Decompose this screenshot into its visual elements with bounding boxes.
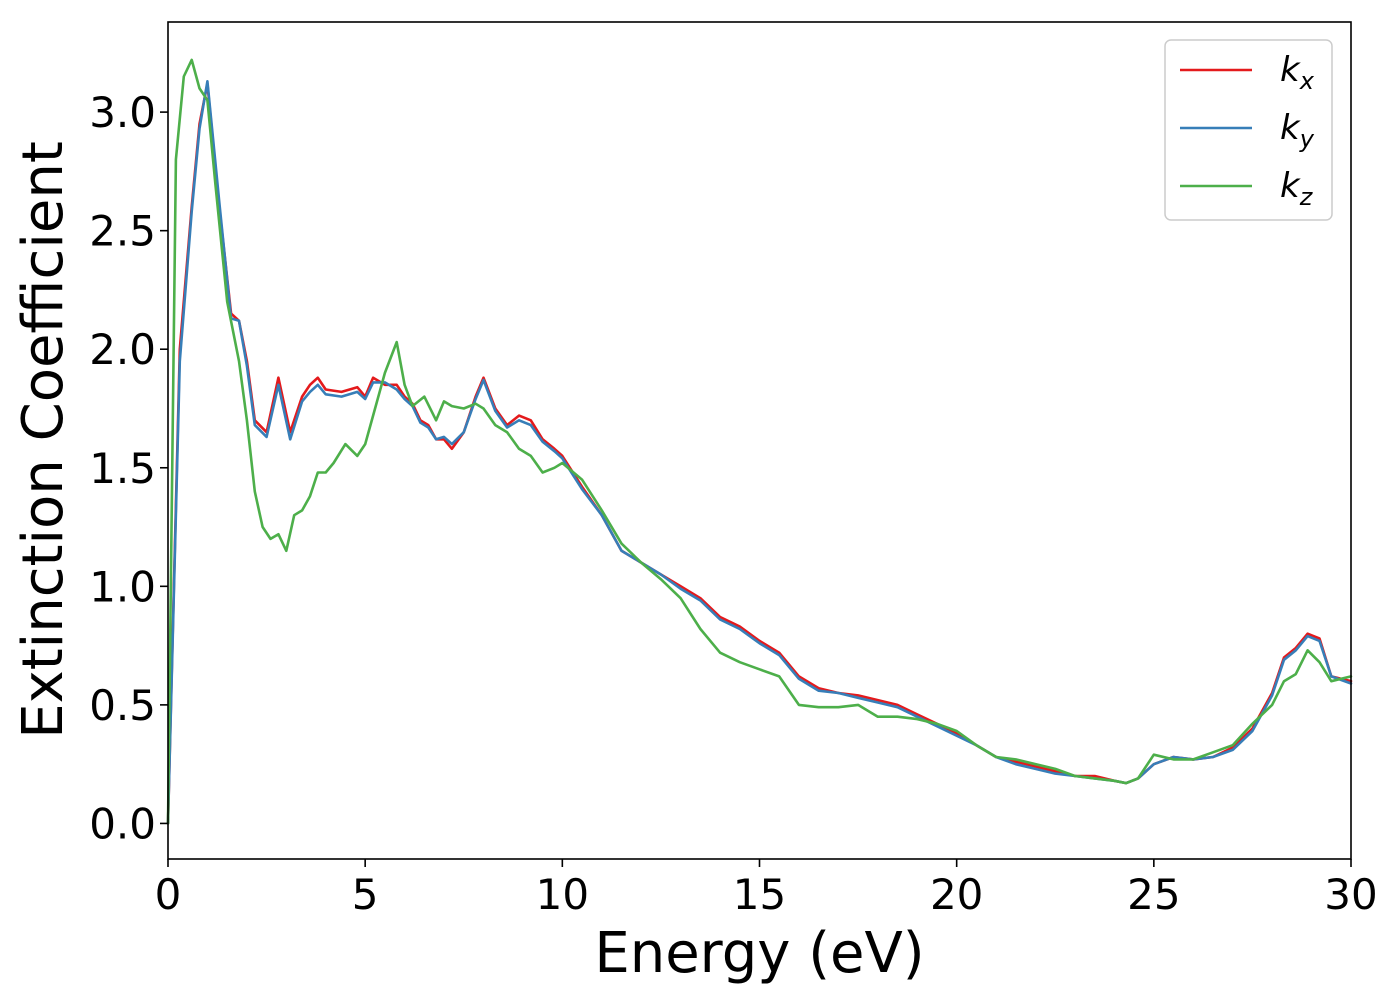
y-tick-label: 0.5 [89, 681, 156, 730]
x-tick-label: 25 [1127, 870, 1180, 919]
series-line-kz [166, 58, 1353, 825]
series-layer [166, 58, 1353, 825]
y-axis: 0.0 0.5 1.0 1.5 2.0 2.5 3.0 [89, 88, 168, 848]
y-tick-label: 3.0 [89, 88, 156, 137]
x-tick-label: 0 [155, 870, 182, 919]
x-tick-label: 15 [733, 870, 786, 919]
y-tick-label: 2.5 [89, 207, 156, 256]
y-tick-label: 0.0 [89, 799, 156, 848]
x-axis-label: Energy (eV) [594, 921, 924, 986]
x-tick-label: 30 [1324, 870, 1377, 919]
x-tick-label: 10 [536, 870, 589, 919]
x-tick-label: 20 [930, 870, 983, 919]
y-tick-label: 1.5 [89, 444, 156, 493]
legend-label-ky: ky [1280, 108, 1315, 153]
y-tick-label: 2.0 [89, 325, 156, 374]
y-axis-label: Extinction Coefficient [11, 141, 76, 739]
legend-label-kz: kz [1280, 166, 1314, 211]
x-tick-label: 5 [352, 870, 379, 919]
x-axis: 0 5 10 15 20 25 30 [155, 859, 1378, 919]
legend: kx ky kz [1164, 39, 1333, 221]
legend-box [1164, 39, 1333, 221]
y-tick-label: 1.0 [89, 562, 156, 611]
legend-label-kx: kx [1280, 50, 1315, 95]
